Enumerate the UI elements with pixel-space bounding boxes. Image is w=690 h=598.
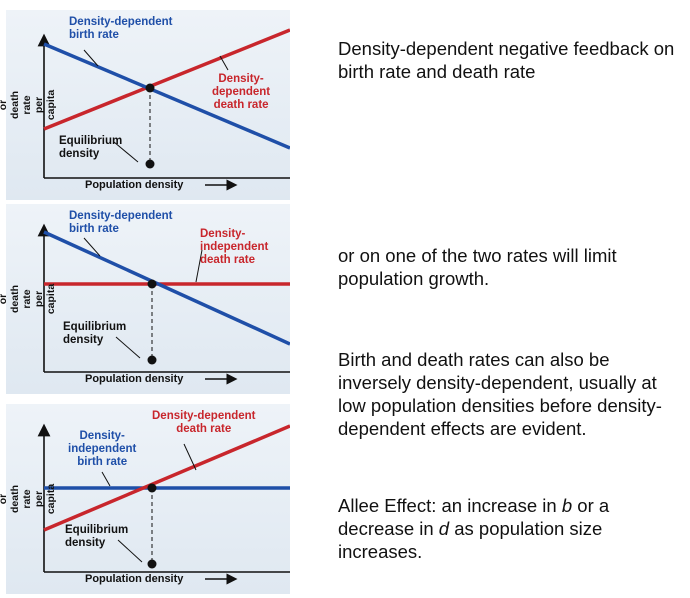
death-rate-label: Density-dependent death rate bbox=[152, 410, 256, 435]
y-axis-label: Birth or death rate per capita bbox=[0, 404, 57, 594]
graph-3-plot bbox=[37, 423, 290, 585]
graph-1-plot bbox=[37, 28, 290, 191]
x-axis-label: Population density bbox=[85, 373, 184, 385]
y-axis-label-text: Birth or death rate per capita bbox=[0, 283, 57, 315]
graph-panel-1: Birth or death rate per capita Density-d… bbox=[0, 10, 290, 200]
graph-2-plot bbox=[37, 223, 290, 385]
text-inverse-density: Birth and death rates can also be invers… bbox=[338, 349, 662, 439]
equilibrium-label: Equilibrium density bbox=[59, 135, 123, 160]
equilibrium-axis-point bbox=[147, 559, 157, 569]
graph-panel-2: Birth or death rate per capita Density-d… bbox=[0, 204, 290, 394]
y-axis-label: Birth or death rate per capita bbox=[0, 204, 57, 394]
y-axis-label-text: Birth or death rate per capita bbox=[0, 89, 57, 121]
y-axis-label: Birth or death rate per capita bbox=[0, 10, 57, 200]
y-axis-label-text: Birth or death rate per capita bbox=[0, 483, 57, 515]
equilibrium-point bbox=[145, 83, 155, 93]
text-one-rate-limit: or on one of the two rates will limit po… bbox=[338, 245, 617, 289]
death-label-pointer bbox=[183, 443, 197, 471]
death-label-pointer bbox=[195, 249, 203, 283]
equilibrium-label: Equilibrium density bbox=[63, 321, 127, 346]
x-axis-label: Population density bbox=[85, 573, 184, 585]
birth-rate-label: Density-dependent birth rate bbox=[69, 16, 173, 41]
equilibrium-label-pointer bbox=[113, 141, 139, 163]
birth-label-pointer bbox=[101, 471, 111, 487]
equilibrium-axis-point bbox=[147, 355, 157, 365]
equilibrium-label: Equilibrium density bbox=[65, 524, 129, 549]
equilibrium-label-pointer bbox=[117, 539, 143, 563]
death-label-pointer bbox=[219, 55, 229, 71]
death-rate-line bbox=[43, 28, 290, 131]
equilibrium-point bbox=[147, 279, 157, 289]
allee-suffix: as population size increases. bbox=[338, 518, 603, 562]
birth-label-pointer bbox=[83, 49, 99, 67]
text-negative-feedback: Density-dependent negative feedback on b… bbox=[338, 38, 675, 82]
birth-rate-line bbox=[43, 230, 290, 346]
birth-rate-label: Density-dependent birth rate bbox=[69, 210, 173, 235]
birth-rate-line bbox=[43, 42, 290, 150]
death-rate-label: Density- dependent death rate bbox=[212, 73, 271, 111]
birth-label-pointer bbox=[83, 237, 101, 257]
birth-rate-label: Density- independent birth rate bbox=[68, 430, 137, 468]
allee-prefix: Allee Effect: an increase in bbox=[338, 495, 562, 516]
equilibrium-axis-point bbox=[145, 159, 155, 169]
allee-d: d bbox=[438, 518, 450, 539]
allee-b: b bbox=[561, 495, 573, 516]
death-rate-line bbox=[43, 424, 290, 532]
death-rate-label: Density- independent death rate bbox=[200, 228, 269, 266]
allee-mid: or a decrease in bbox=[338, 495, 610, 539]
text-allee-effect: Allee Effect: an increase in b or a decr… bbox=[338, 494, 683, 563]
equilibrium-label-pointer bbox=[115, 336, 141, 359]
x-axis-label: Population density bbox=[85, 179, 184, 191]
equilibrium-point bbox=[147, 483, 157, 493]
graph-panel-3: Birth or death rate per capita Density- … bbox=[0, 404, 290, 594]
